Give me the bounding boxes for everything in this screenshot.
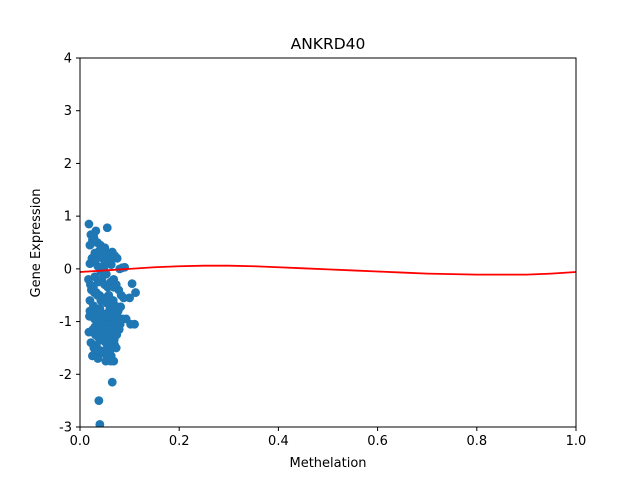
y-tick-label: 2	[64, 157, 72, 172]
y-tick-label: -3	[59, 421, 72, 436]
data-point	[94, 396, 104, 406]
data-point	[127, 279, 137, 289]
data-point	[84, 219, 94, 229]
data-point	[85, 240, 95, 250]
data-point	[112, 311, 122, 321]
x-tick-label: 0.8	[466, 434, 487, 449]
data-point	[92, 317, 102, 326]
data-layer	[80, 219, 576, 427]
axes: 0.0 0.2 0.4 0.6 0.8 1.0 -3 -2 -1 0 1 2 3 4	[59, 52, 586, 450]
x-axis-label: Methelation	[289, 456, 366, 471]
y-tick-label: 4	[64, 52, 72, 67]
y-tick-label: 1	[64, 210, 72, 225]
data-point	[111, 343, 121, 353]
data-point	[104, 290, 114, 300]
data-point	[102, 249, 112, 259]
x-tick-label: 0.4	[268, 434, 289, 449]
data-point	[106, 356, 116, 366]
fit-line	[80, 264, 576, 276]
chart-title: ANKRD40	[291, 35, 366, 53]
data-point	[107, 377, 117, 387]
data-point	[100, 280, 110, 290]
y-tick-label: -1	[59, 315, 72, 330]
y-tick-label: 0	[64, 262, 72, 277]
data-point	[97, 332, 107, 342]
x-tick-label: 0.2	[169, 434, 190, 449]
y-axis-label: Gene Expression	[29, 188, 44, 297]
data-point	[95, 419, 105, 427]
data-point	[114, 325, 124, 334]
data-point	[91, 226, 101, 236]
data-point	[131, 288, 140, 297]
x-tick-label: 0.0	[70, 434, 91, 449]
data-point	[120, 262, 130, 272]
data-point	[130, 319, 139, 329]
y-tick-label: 3	[64, 104, 72, 119]
data-point	[93, 354, 103, 363]
data-point	[109, 282, 119, 292]
x-tick-label: 0.6	[367, 434, 388, 449]
x-tick-label: 1.0	[566, 434, 587, 449]
data-point	[110, 301, 120, 311]
data-point	[105, 256, 115, 266]
data-point	[90, 343, 100, 353]
data-point	[102, 223, 112, 233]
data-point	[119, 293, 129, 303]
plot-frame	[79, 57, 577, 428]
plot-area	[80, 219, 576, 427]
y-tick-label: -2	[59, 368, 72, 383]
